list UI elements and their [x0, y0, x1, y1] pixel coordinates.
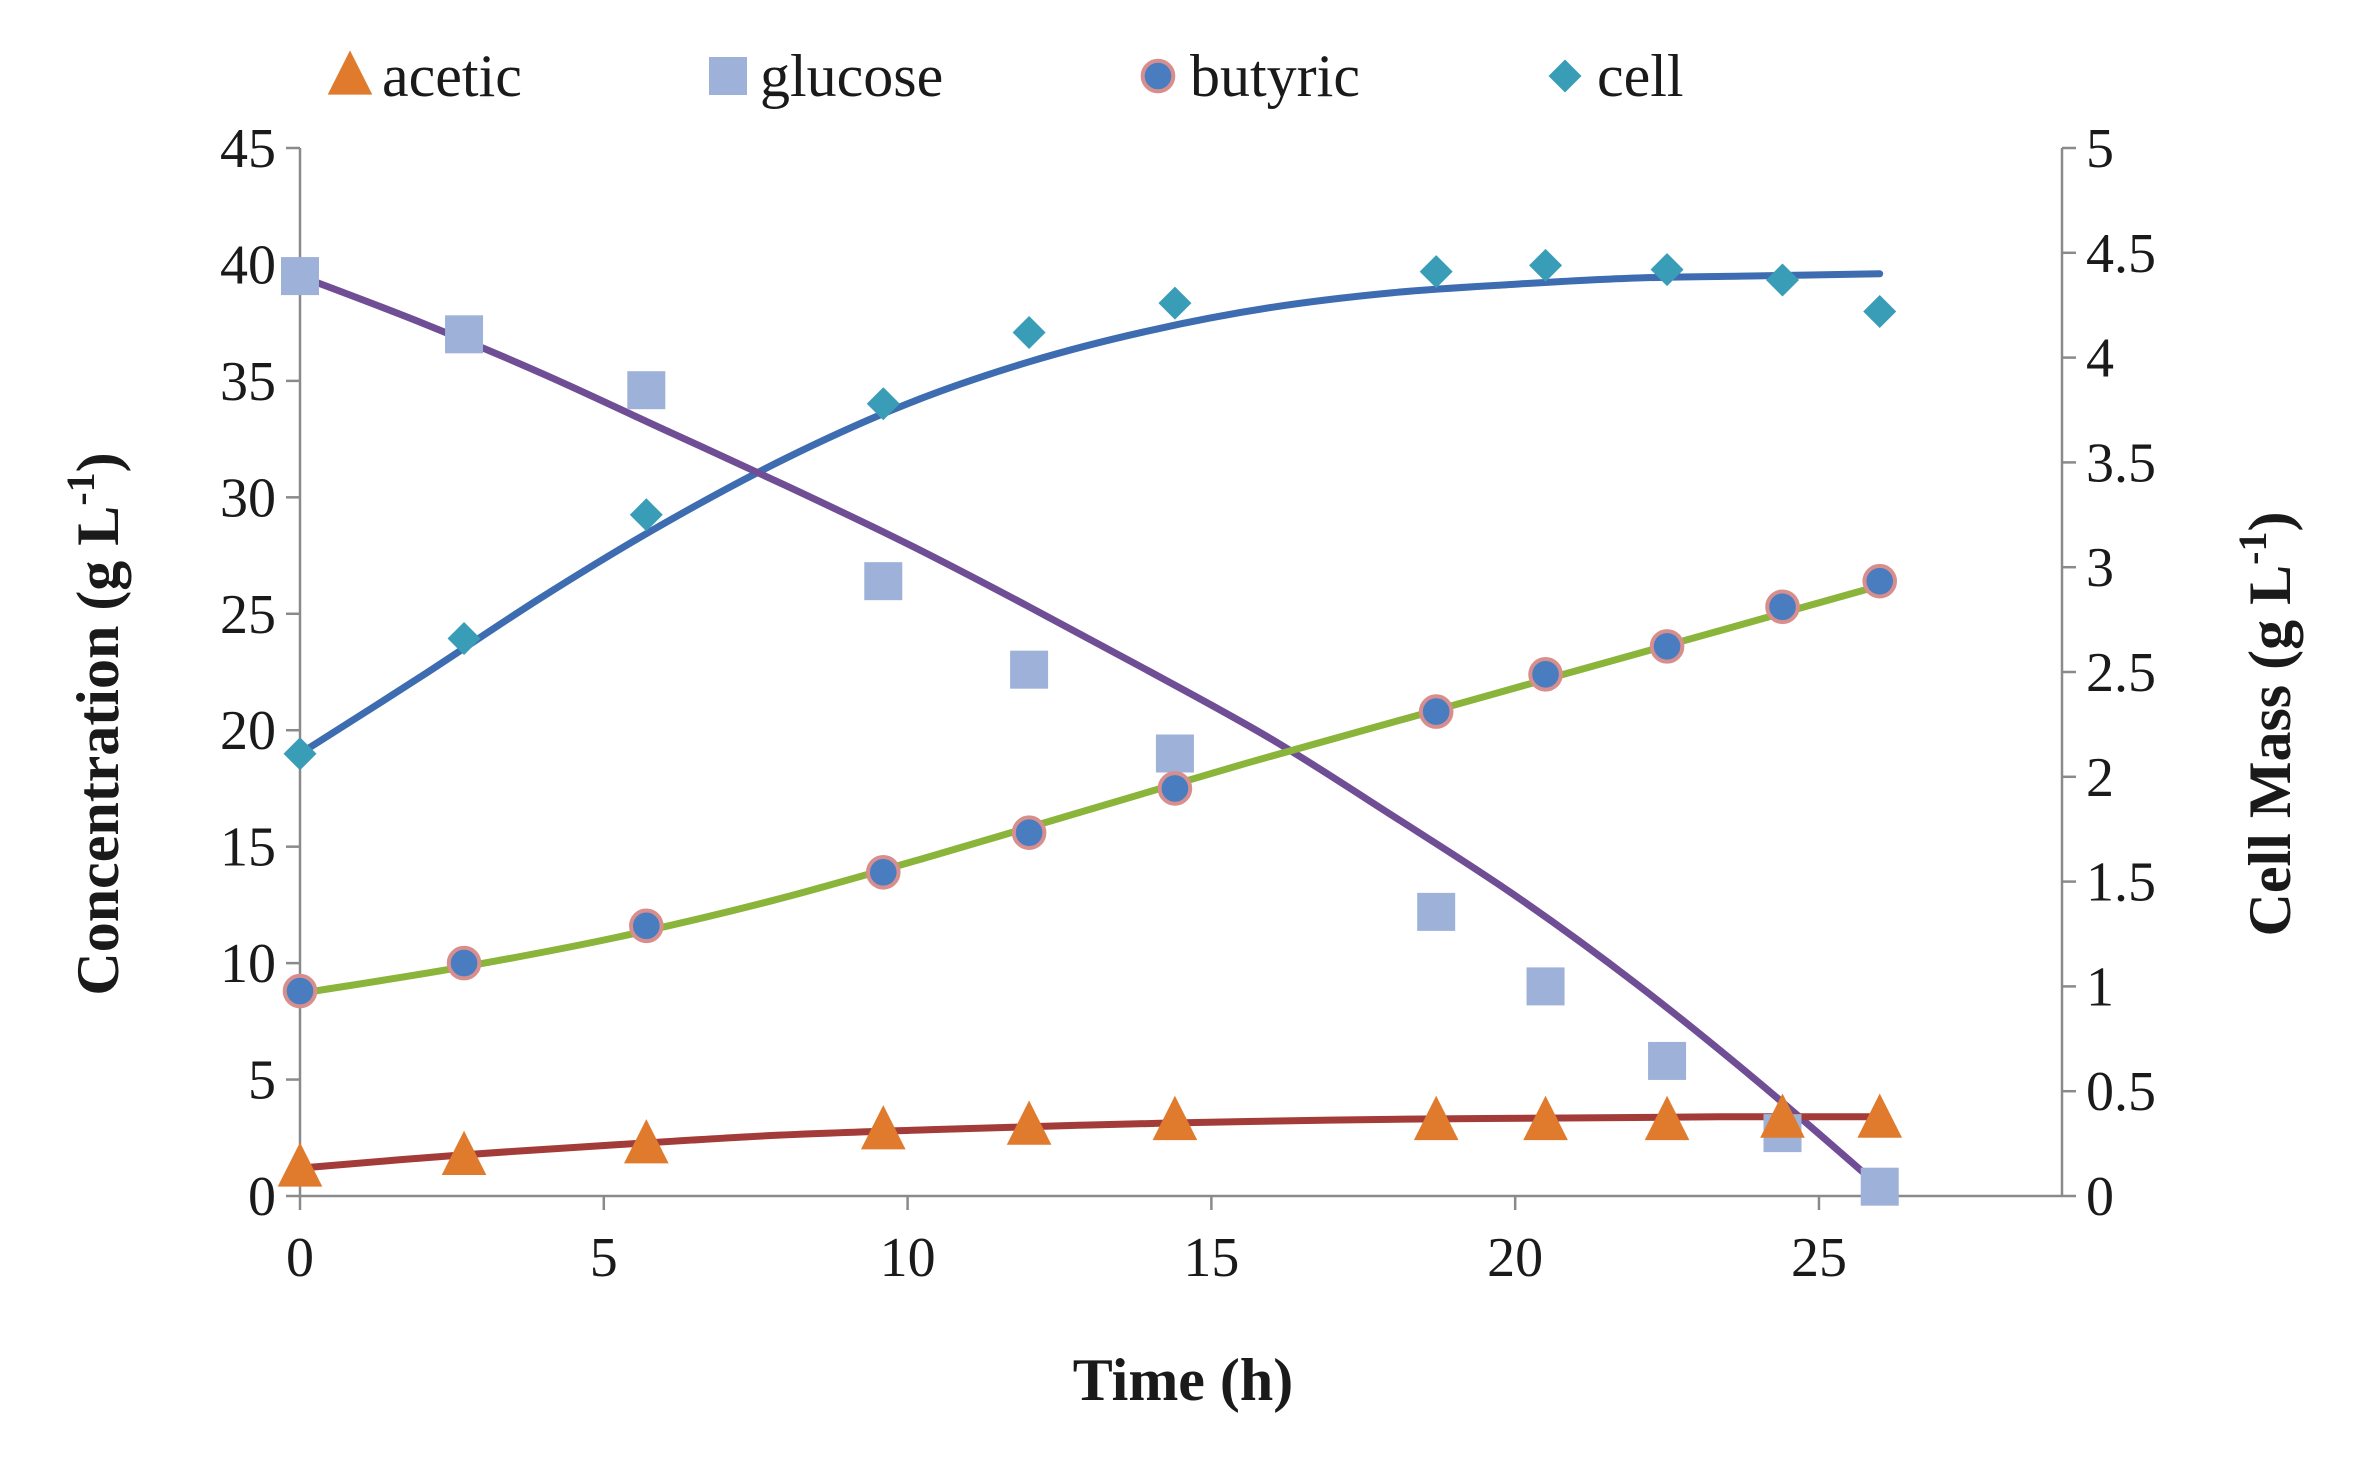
y-tick-label: 30	[220, 467, 276, 529]
marker-butyric	[1649, 629, 1685, 664]
marker-acetic	[1413, 1095, 1459, 1141]
marker-cell	[447, 621, 481, 655]
marker-glucose	[864, 562, 903, 601]
marker-glucose	[1155, 734, 1194, 773]
y2-tick-label: 2.5	[2086, 642, 2156, 704]
marker-acetic	[277, 1142, 323, 1187]
y2-axis-title: Cell Mass (g L-1)	[2230, 512, 2303, 937]
fit-line-butyric	[296, 582, 1884, 997]
y2-tick-label: 4	[2086, 328, 2114, 390]
marker-cell	[283, 737, 317, 771]
y-tick-label: 5	[248, 1050, 276, 1112]
legend-label-butyric: butyric	[1190, 43, 1360, 109]
y2-tick-label: 4.5	[2086, 223, 2156, 285]
marker-glucose	[1010, 650, 1049, 689]
legend-marker-cell	[1548, 59, 1582, 93]
marker-glucose	[281, 257, 319, 296]
legend-label-acetic: acetic	[382, 43, 522, 109]
x-tick-label: 20	[1487, 1227, 1543, 1289]
x-tick-label: 10	[880, 1227, 936, 1289]
marker-acetic	[1644, 1095, 1690, 1141]
marker-acetic	[1857, 1093, 1903, 1138]
data-markers	[277, 248, 1903, 1206]
x-tick-label: 0	[286, 1227, 314, 1289]
marker-butyric	[1418, 694, 1454, 729]
marker-butyric	[446, 945, 482, 981]
y2-tick-label: 3.5	[2086, 432, 2156, 494]
y-axis-title: Concentration (g L-1)	[58, 452, 131, 995]
marker-acetic	[441, 1130, 487, 1176]
fit-line-glucose	[296, 272, 1884, 1191]
y-tick-label: 0	[248, 1166, 276, 1228]
marker-acetic	[624, 1119, 669, 1164]
y-tick-label: 15	[220, 817, 276, 879]
marker-glucose	[1417, 892, 1456, 931]
y2-tick-label: 3	[2086, 537, 2114, 599]
legend-label-cell: cell	[1597, 43, 1684, 109]
marker-butyric	[1528, 657, 1563, 692]
y2-tick-label: 1	[2086, 956, 2114, 1018]
marker-butyric	[1157, 771, 1193, 806]
y2-tick-label: 0.5	[2086, 1061, 2156, 1123]
legend-marker-acetic	[327, 50, 373, 95]
marker-glucose	[627, 371, 666, 410]
y-axis-title-text: Concentration (g L	[65, 506, 131, 996]
fit-line-acetic	[296, 1113, 1884, 1172]
x-tick-label: 15	[1183, 1227, 1239, 1289]
y-tick-label: 45	[220, 118, 276, 180]
y-tick-label: 40	[220, 234, 276, 296]
marker-butyric	[865, 854, 901, 890]
marker-acetic	[1523, 1095, 1568, 1141]
y2-axis-title-sup: -1	[2230, 532, 2275, 565]
marker-acetic	[1760, 1093, 1805, 1138]
legend: acetic glucose butyric cell	[327, 43, 1684, 109]
marker-butyric	[1765, 589, 1800, 625]
marker-cell	[1158, 286, 1192, 320]
marker-cell	[1012, 315, 1046, 349]
y-axis-title-tail: )	[65, 452, 131, 472]
marker-cell	[1529, 248, 1563, 282]
y-tick-label: 25	[220, 584, 276, 646]
y-tick-label: 20	[220, 700, 276, 762]
marker-cell	[1863, 294, 1897, 328]
x-tick-label: 5	[590, 1227, 618, 1289]
y-axis-title-sup: -1	[58, 472, 103, 505]
x-tick-label: 25	[1791, 1227, 1847, 1289]
legend-label-glucose: glucose	[760, 43, 943, 109]
fit-line-cell	[296, 270, 1884, 758]
marker-cell	[629, 498, 663, 532]
y2-tick-label: 1.5	[2086, 852, 2156, 914]
legend-marker-glucose	[709, 57, 747, 95]
x-axis-title: Time (h)	[1073, 1347, 1294, 1413]
marker-glucose	[1860, 1167, 1899, 1206]
marker-cell	[1650, 253, 1684, 287]
marker-cell	[1766, 263, 1800, 297]
marker-glucose	[1648, 1041, 1687, 1080]
marker-acetic	[860, 1105, 906, 1150]
y-tick-label: 35	[220, 351, 276, 413]
marker-butyric	[282, 973, 318, 1009]
marker-butyric	[1011, 815, 1047, 850]
marker-glucose	[1526, 967, 1565, 1006]
y2-axis-title-text: Cell Mass (g L	[2237, 565, 2303, 937]
y2-tick-label: 5	[2086, 118, 2114, 180]
marker-glucose	[445, 315, 484, 354]
legend-marker-butyric	[1140, 58, 1176, 94]
marker-butyric	[1862, 563, 1898, 599]
y2-axis-title-tail: )	[2237, 512, 2303, 532]
marker-cell	[1419, 255, 1453, 289]
marker-cell	[866, 387, 900, 421]
fit-lines	[296, 270, 1884, 1191]
y2-tick-label: 2	[2086, 747, 2114, 809]
marker-butyric	[629, 908, 664, 944]
marker-acetic	[1006, 1100, 1052, 1145]
marker-acetic	[1152, 1095, 1198, 1141]
y-tick-label: 10	[220, 933, 276, 995]
axes: 0 5 10 15 20 25 30 35 40 45 0 0.5 1 1.5 2 2.5 3 3.5 4 4.5 5 0…	[220, 118, 2156, 1289]
y2-tick-label: 0	[2086, 1166, 2114, 1228]
